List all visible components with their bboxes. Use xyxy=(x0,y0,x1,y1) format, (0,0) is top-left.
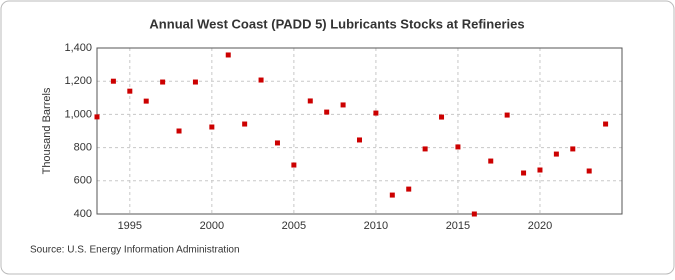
point xyxy=(586,168,592,174)
y-tick-label: 800 xyxy=(74,142,92,154)
point xyxy=(225,52,231,58)
point xyxy=(258,77,264,83)
point xyxy=(110,78,116,84)
y-tick-label: 1,200 xyxy=(64,75,92,87)
chart-title: Annual West Coast (PADD 5) Lubricants St… xyxy=(149,16,524,31)
plot-border xyxy=(96,47,623,215)
x-tick-label: 2015 xyxy=(446,220,470,232)
point xyxy=(455,144,461,150)
point xyxy=(242,121,248,127)
point xyxy=(439,114,445,120)
y-axis-label: Thousand Barrels xyxy=(41,87,53,174)
point xyxy=(127,88,133,94)
point xyxy=(307,98,313,104)
source: Source: U.S. Energy Information Administ… xyxy=(30,245,240,256)
y-tick-label: 600 xyxy=(74,175,92,187)
point xyxy=(274,140,280,146)
point xyxy=(291,162,297,168)
point xyxy=(488,158,494,164)
x-tick-label: 2020 xyxy=(528,220,552,232)
x-tick-label: 2000 xyxy=(200,220,224,232)
x-tick-label: 1995 xyxy=(118,220,142,232)
point xyxy=(324,109,330,115)
point xyxy=(537,167,543,173)
point xyxy=(422,146,428,152)
y-tick-label: 1,000 xyxy=(64,108,92,120)
point xyxy=(471,211,477,217)
point xyxy=(603,121,609,127)
point xyxy=(357,137,362,143)
point xyxy=(176,128,182,134)
point xyxy=(143,98,149,104)
y-tick-label: 400 xyxy=(74,208,92,220)
point xyxy=(373,110,379,116)
point xyxy=(340,102,346,108)
point xyxy=(192,79,198,85)
point xyxy=(209,124,215,130)
point xyxy=(160,79,166,85)
point xyxy=(504,112,510,118)
point xyxy=(94,114,100,120)
point xyxy=(406,186,412,192)
x-tick-label: 2010 xyxy=(364,220,388,232)
x-tick-label: 2005 xyxy=(282,220,306,232)
point xyxy=(553,151,559,157)
y-tick-label: 1,400 xyxy=(64,42,92,54)
point xyxy=(570,146,576,152)
point xyxy=(521,170,527,176)
point xyxy=(389,192,395,198)
